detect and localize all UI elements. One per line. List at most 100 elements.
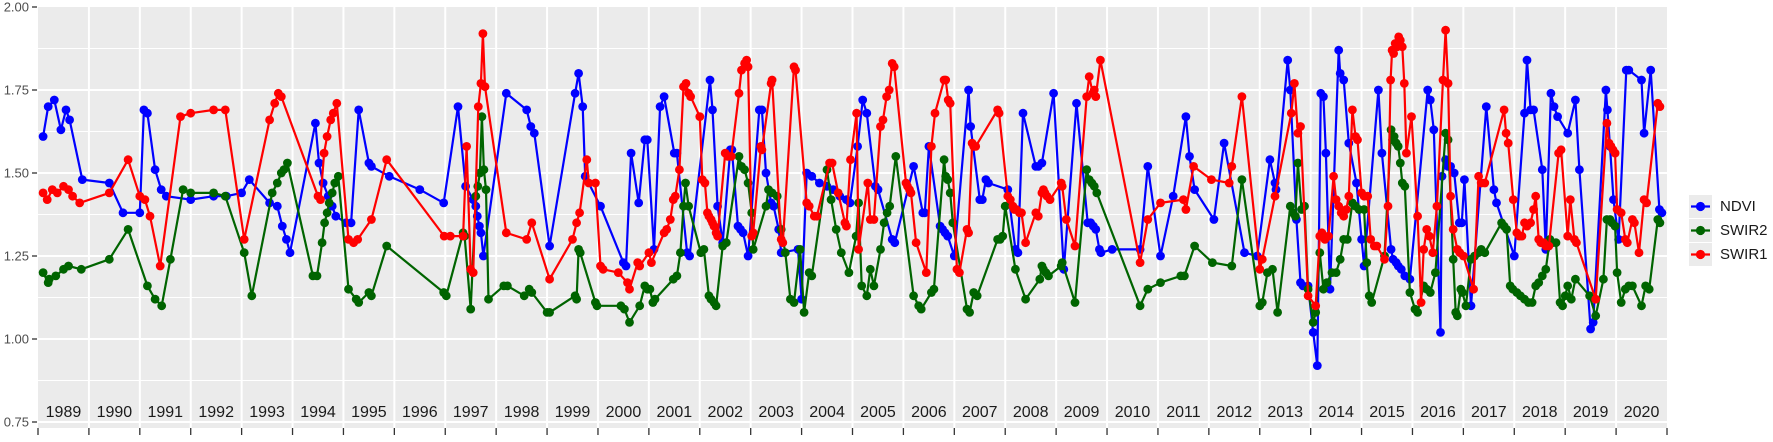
data-point-swir2	[1425, 288, 1435, 297]
data-point-swir1	[1416, 298, 1426, 307]
data-point-swir2	[1566, 294, 1576, 304]
data-point-swir2	[879, 218, 889, 228]
data-point-swir1	[64, 185, 73, 195]
data-point-swir1	[1296, 122, 1305, 131]
x-year-label: 2015	[1369, 404, 1405, 421]
data-point-swir1	[1448, 225, 1458, 234]
data-point-swir2	[367, 291, 376, 301]
data-point-swir1	[742, 55, 751, 65]
data-point-swir1	[527, 218, 537, 228]
data-point-ndvi	[1549, 102, 1559, 111]
data-point-swir1	[804, 201, 814, 211]
data-point-swir1	[748, 228, 758, 238]
data-point-swir1	[1227, 162, 1237, 171]
data-point-swir1	[1329, 171, 1338, 181]
data-point-swir2	[1461, 301, 1471, 311]
data-point-swir2	[267, 188, 277, 198]
data-point-swir2	[1359, 205, 1369, 214]
data-point-ndvi	[272, 201, 282, 211]
data-point-swir1	[458, 231, 468, 241]
data-point-swir2	[76, 264, 86, 274]
x-year-label: 2016	[1420, 404, 1456, 421]
data-point-swir1	[1397, 42, 1407, 52]
data-point-ndvi	[1637, 75, 1646, 85]
data-point-swir2	[324, 198, 334, 208]
line-point-icon	[1691, 201, 1710, 211]
data-point-swir1	[906, 188, 916, 198]
data-point-swir1	[220, 105, 230, 115]
data-point-swir2	[1558, 301, 1567, 311]
data-point-swir1	[52, 188, 62, 198]
data-point-ndvi	[757, 105, 767, 115]
data-point-swir2	[1441, 128, 1450, 138]
legend-key-ndvi	[1689, 194, 1712, 218]
data-point-ndvi	[1386, 245, 1396, 254]
data-point-swir2	[178, 185, 188, 195]
x-year-label: 2001	[657, 404, 693, 421]
data-point-swir2	[1393, 142, 1403, 151]
data-point-swir1	[1033, 211, 1043, 221]
data-point-swir2	[1537, 271, 1547, 281]
data-point-ndvi	[1185, 152, 1194, 161]
data-point-swir1	[876, 122, 885, 131]
data-point-swir1	[468, 268, 478, 277]
data-point-swir1	[316, 195, 325, 205]
x-year-label: 2012	[1217, 404, 1253, 421]
data-point-ndvi	[529, 128, 539, 138]
data-point-ndvi	[1240, 248, 1249, 258]
data-point-ndvi	[1013, 248, 1023, 258]
data-point-ndvi	[331, 211, 341, 221]
data-point-ndvi	[964, 85, 973, 95]
data-point-swir1	[1474, 171, 1483, 181]
data-point-ndvi	[156, 185, 166, 195]
data-point-ndvi	[708, 105, 717, 115]
data-point-swir1	[878, 115, 888, 125]
data-point-swir2	[1458, 288, 1467, 297]
data-point-swir1	[767, 75, 777, 85]
data-point-swir2	[862, 291, 872, 301]
data-point-swir1	[625, 284, 634, 294]
data-point-ndvi	[43, 102, 53, 111]
data-point-swir1	[1348, 105, 1357, 115]
data-point-swir2	[1000, 201, 1010, 211]
data-point-swir1	[1324, 231, 1333, 241]
data-point-swir1	[681, 79, 691, 88]
data-point-ndvi	[244, 175, 254, 185]
data-point-swir1	[1341, 205, 1351, 214]
data-point-swir1	[1407, 112, 1416, 121]
legend-key-swir2	[1689, 218, 1712, 242]
data-point-ndvi	[890, 238, 900, 248]
data-point-ndvi	[769, 201, 778, 211]
data-point-ndvi	[237, 188, 247, 198]
data-point-swir1	[522, 235, 532, 244]
legend-item-swir1: SWIR1	[1689, 242, 1768, 266]
data-point-swir1	[686, 92, 695, 101]
data-point-swir1	[1383, 201, 1393, 211]
data-point-ndvi	[1603, 105, 1612, 115]
line-point-icon	[1691, 249, 1710, 259]
data-point-ndvi	[596, 201, 605, 211]
data-point-swir2	[1044, 271, 1053, 281]
data-point-swir2	[807, 271, 817, 281]
data-point-swir1	[1179, 195, 1188, 205]
data-point-swir1	[726, 152, 736, 161]
x-year-label: 1998	[504, 404, 540, 421]
x-year-label: 2010	[1115, 404, 1151, 421]
x-year-label: 1991	[147, 404, 183, 421]
data-point-swir1	[1363, 191, 1373, 201]
data-point-swir1	[140, 195, 150, 205]
data-point-swir2	[186, 188, 196, 198]
data-point-swir1	[1366, 235, 1376, 244]
data-point-swir2	[484, 294, 493, 304]
data-point-swir2	[477, 112, 487, 121]
data-point-ndvi	[977, 195, 987, 205]
data-point-swir2	[645, 284, 655, 294]
data-point-swir2	[1311, 308, 1321, 317]
data-point-swir1	[1380, 254, 1389, 264]
data-point-swir1	[1642, 198, 1651, 208]
data-point-swir1	[1237, 92, 1247, 101]
data-point-ndvi	[285, 248, 295, 258]
data-point-swir1	[123, 155, 133, 165]
data-point-swir1	[709, 221, 719, 231]
data-point-swir1	[737, 65, 746, 75]
